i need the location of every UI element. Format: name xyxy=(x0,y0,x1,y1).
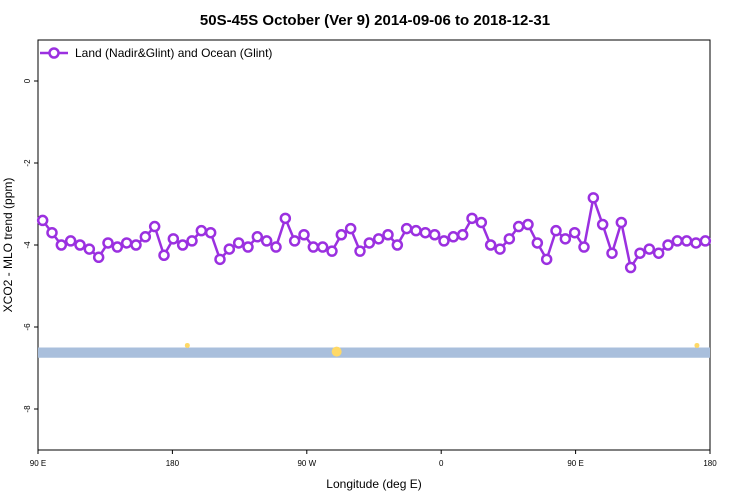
x-tick-label: 90 E xyxy=(567,459,583,468)
band-marker xyxy=(184,342,190,348)
data-point xyxy=(120,237,133,249)
data-point xyxy=(372,233,385,245)
data-point xyxy=(223,243,236,255)
data-point xyxy=(382,229,394,241)
legend-label: Land (Nadir&Glint) and Ocean (Glint) xyxy=(75,46,272,60)
y-tick-label: 0 xyxy=(23,78,32,83)
y-axis-ticks: 0 -2 -4 -6 -8 xyxy=(23,78,38,413)
data-point xyxy=(391,239,404,251)
chart-title: 50S-45S October (Ver 9) 2014-09-06 to 20… xyxy=(200,12,550,29)
x-tick-label: 180 xyxy=(703,459,717,468)
data-point xyxy=(680,235,693,247)
data-point xyxy=(74,239,86,251)
data-point xyxy=(559,233,572,245)
data-point xyxy=(568,226,581,239)
data-point xyxy=(316,241,329,253)
data-point xyxy=(615,216,628,229)
data-point xyxy=(456,229,469,241)
data-point xyxy=(111,241,124,253)
data-point xyxy=(186,235,198,247)
y-tick-label: -4 xyxy=(23,241,32,249)
data-point xyxy=(270,241,282,253)
data-point xyxy=(167,233,180,245)
data-point xyxy=(64,235,77,247)
data-point xyxy=(176,239,189,251)
data-point xyxy=(102,237,114,249)
data-point xyxy=(130,239,142,251)
x-tick-label: 0 xyxy=(439,459,444,468)
data-point xyxy=(522,218,534,231)
data-point xyxy=(494,243,506,255)
data-point xyxy=(512,220,525,233)
x-axis-ticks: 90 E 180 90 W 0 90 E 180 xyxy=(30,450,717,468)
data-point xyxy=(662,239,674,251)
data-point xyxy=(344,222,357,235)
data-point xyxy=(92,251,105,264)
data-point xyxy=(298,229,310,241)
data-point xyxy=(354,245,366,257)
x-axis-label: Longitude (deg E) xyxy=(326,477,421,491)
data-point xyxy=(671,235,684,247)
data-point xyxy=(550,224,562,237)
y-tick-label: -2 xyxy=(23,159,32,167)
data-point xyxy=(400,222,413,235)
data-point xyxy=(690,237,702,249)
data-point xyxy=(484,239,497,251)
data-point xyxy=(36,214,49,227)
data-point xyxy=(410,224,422,237)
x-tick-label: 90 E xyxy=(30,459,46,468)
data-point xyxy=(139,231,152,243)
data-point xyxy=(214,253,226,266)
data-point xyxy=(643,243,656,255)
band-marker xyxy=(331,346,342,357)
data-point xyxy=(335,229,348,241)
data-point xyxy=(251,231,264,243)
data-point xyxy=(447,231,460,243)
data-point xyxy=(587,192,600,204)
x-tick-label: 180 xyxy=(166,459,180,468)
data-point xyxy=(204,226,217,239)
data-point xyxy=(46,226,58,239)
data-point xyxy=(466,212,478,225)
data-point xyxy=(260,235,273,247)
data-point xyxy=(326,245,338,257)
data-point xyxy=(363,237,376,249)
data-point xyxy=(148,220,161,233)
y-axis-label: XCO2 - MLO trend (ppm) xyxy=(1,178,15,313)
data-point xyxy=(606,247,618,259)
legend-marker xyxy=(48,47,60,59)
data-point xyxy=(428,229,441,241)
y-tick-label: -8 xyxy=(23,405,32,413)
data-point xyxy=(578,241,590,253)
data-point xyxy=(288,235,301,247)
data-point xyxy=(232,237,245,249)
data-point xyxy=(596,218,609,231)
data-point xyxy=(475,216,488,229)
data-point xyxy=(652,247,665,259)
band-layer xyxy=(38,342,710,358)
data-point xyxy=(540,253,553,266)
series-layer xyxy=(36,192,712,274)
data-point xyxy=(634,247,646,259)
data-point xyxy=(55,239,68,251)
data-point xyxy=(624,261,637,274)
coverage-band xyxy=(38,347,710,358)
band-marker xyxy=(694,342,700,348)
data-point xyxy=(503,233,516,245)
data-point xyxy=(158,249,170,261)
legend: Land (Nadir&Glint) and Ocean (Glint) xyxy=(40,46,272,60)
data-point xyxy=(699,235,712,247)
data-point xyxy=(279,212,292,225)
data-point xyxy=(83,243,96,255)
data-point xyxy=(438,235,450,247)
data-point xyxy=(419,226,432,239)
y-tick-label: -6 xyxy=(23,323,32,331)
data-point xyxy=(307,241,320,253)
data-point xyxy=(195,224,208,237)
data-point xyxy=(531,237,544,249)
x-tick-label: 90 W xyxy=(297,459,316,468)
data-point xyxy=(242,241,254,253)
